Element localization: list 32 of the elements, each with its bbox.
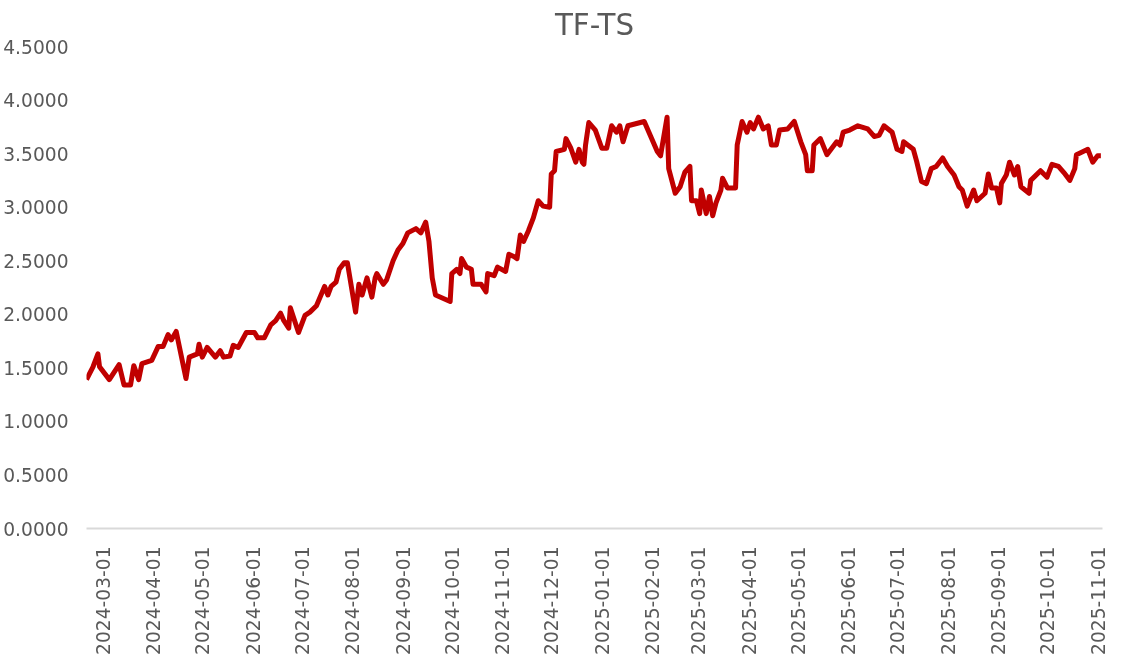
- y-tick-label: 4.0000: [3, 90, 69, 112]
- x-tick-label: 2025-07-01: [887, 546, 909, 655]
- x-tick-label: 2024-12-01: [541, 546, 563, 655]
- y-tick-label: 4.5000: [3, 36, 69, 58]
- chart-title: TF-TS: [553, 7, 635, 42]
- x-tick-label: 2025-11-01: [1087, 546, 1109, 655]
- x-tick-label: 2024-09-01: [392, 546, 414, 655]
- y-tick-label: 3.0000: [3, 197, 69, 219]
- x-tick-label: 2025-04-01: [738, 546, 760, 655]
- x-tick-label: 2024-04-01: [143, 546, 165, 655]
- x-tick-label: 2024-07-01: [291, 546, 313, 655]
- y-tick-label: 1.5000: [3, 357, 69, 379]
- x-tick-label: 2024-06-01: [242, 546, 264, 655]
- x-tick-label: 2025-01-01: [591, 546, 613, 655]
- x-tick-label: 2025-05-01: [787, 546, 809, 655]
- x-tick-label: 2025-10-01: [1037, 546, 1059, 655]
- x-tick-label: 2024-05-01: [192, 546, 214, 655]
- y-tick-label: 2.0000: [3, 304, 69, 326]
- x-tick-label: 2024-11-01: [492, 546, 514, 655]
- x-tick-label: 2025-02-01: [642, 546, 664, 655]
- x-tick-label: 2025-06-01: [838, 546, 860, 655]
- y-tick-label: 3.5000: [3, 143, 69, 165]
- x-tick-label: 2024-03-01: [92, 546, 114, 655]
- x-tick-label: 2024-08-01: [342, 546, 364, 655]
- x-tick-label: 2025-08-01: [937, 546, 959, 655]
- y-tick-label: 0.5000: [3, 464, 69, 486]
- x-tick-label: 2024-10-01: [441, 546, 463, 655]
- y-tick-label: 1.0000: [3, 411, 69, 433]
- x-tick-label: 2025-03-01: [688, 546, 710, 655]
- x-tick-label: 2025-09-01: [988, 546, 1010, 655]
- y-tick-label: 2.5000: [3, 250, 69, 272]
- y-tick-label: 0.0000: [3, 518, 69, 540]
